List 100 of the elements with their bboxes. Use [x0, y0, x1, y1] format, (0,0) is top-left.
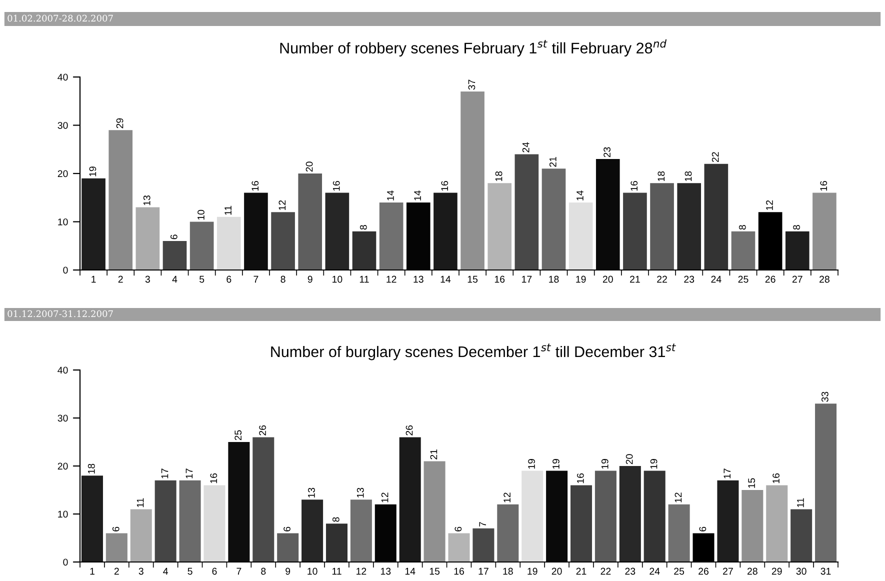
bar [514, 154, 539, 270]
data-label: 11 [797, 498, 804, 508]
x-tick-label: 31 [820, 568, 831, 575]
bar [766, 485, 788, 562]
data-label: 8 [793, 225, 800, 230]
x-tick-label: 7 [236, 568, 242, 575]
bar [244, 192, 268, 270]
x-tick-label: 21 [630, 276, 640, 283]
x-tick-label: 12 [386, 276, 396, 283]
x-tick-label: 2 [118, 276, 123, 283]
data-label: 19 [601, 459, 608, 469]
bar [623, 192, 647, 270]
x-tick-label: 2 [114, 568, 119, 575]
x-tick-label: 20 [552, 568, 562, 575]
x-tick-label: 8 [280, 276, 286, 283]
bar [379, 202, 404, 270]
y-tick-label: 10 [58, 510, 68, 518]
data-label: 18 [658, 171, 665, 182]
data-label: 6 [170, 234, 178, 240]
x-tick-label: 22 [600, 568, 611, 575]
data-label: 10 [198, 210, 204, 220]
x-tick-label: 24 [711, 276, 722, 283]
data-label: 12 [766, 200, 773, 210]
bar [179, 480, 201, 562]
bar [790, 509, 812, 562]
x-tick-label: 30 [796, 568, 806, 575]
y-tick-label: 0 [63, 266, 68, 274]
data-label: 16 [820, 181, 828, 191]
data-label: 19 [528, 459, 535, 469]
x-tick-label: 10 [332, 276, 342, 283]
bar [731, 231, 756, 270]
x-tick-label: 11 [332, 568, 342, 575]
data-label: 14 [414, 190, 421, 200]
data-label: 16 [210, 473, 218, 484]
x-tick-label: 26 [698, 568, 708, 575]
data-label: 13 [308, 488, 315, 498]
data-label: 13 [143, 196, 150, 206]
x-tick-label: 11 [360, 276, 369, 283]
bar [542, 168, 566, 270]
bar [812, 192, 836, 270]
bar [81, 476, 103, 562]
x-tick-label: 23 [625, 568, 636, 575]
bar [815, 404, 837, 562]
data-label: 26 [406, 425, 413, 436]
data-label: 8 [738, 225, 746, 230]
bar [399, 437, 421, 562]
x-tick-label: 28 [820, 276, 830, 283]
data-label: 16 [252, 181, 259, 191]
y-tick-label: 30 [58, 414, 68, 422]
x-tick-label: 3 [145, 276, 150, 283]
data-label: 7 [479, 522, 486, 527]
bar [704, 164, 728, 270]
x-tick-label: 15 [430, 568, 440, 575]
data-label: 25 [234, 430, 242, 440]
bar [325, 192, 350, 270]
bar [497, 504, 519, 562]
data-label: 19 [89, 166, 96, 176]
x-tick-label: 10 [308, 568, 318, 575]
data-label: 17 [724, 468, 730, 478]
bar [228, 442, 250, 562]
x-tick-label: 14 [440, 276, 451, 283]
x-tick-label: 9 [308, 276, 312, 283]
y-tick-label: 0 [63, 558, 68, 566]
bar [570, 485, 592, 562]
data-label: 15 [748, 478, 756, 488]
bar [277, 533, 299, 562]
x-tick-label: 1 [90, 568, 94, 575]
data-label: 12 [674, 492, 682, 502]
bar [154, 480, 176, 562]
data-label: 16 [332, 181, 340, 191]
x-tick-label: 13 [380, 568, 391, 575]
bar [568, 202, 593, 270]
data-label: 6 [284, 526, 290, 532]
y-tick-label: 10 [58, 218, 68, 226]
data-label: 20 [626, 454, 633, 464]
bar [252, 437, 274, 562]
x-tick-label: 25 [674, 568, 684, 575]
data-label: 20 [306, 162, 313, 172]
data-label: 12 [278, 200, 286, 210]
data-label: 14 [387, 190, 394, 200]
data-label: 12 [381, 492, 388, 502]
bar [82, 178, 106, 270]
bar [488, 183, 512, 270]
bar [472, 528, 494, 562]
bar [204, 485, 226, 562]
data-label: 18 [495, 171, 502, 182]
bar [216, 216, 241, 270]
data-label: 11 [136, 498, 144, 508]
data-label: 26 [259, 425, 266, 436]
x-tick-label: 5 [188, 568, 192, 575]
x-tick-label: 14 [405, 568, 416, 575]
bar [108, 130, 133, 270]
x-tick-label: 12 [356, 568, 366, 575]
data-label: 6 [454, 526, 462, 532]
data-label: 22 [712, 152, 719, 162]
x-tick-label: 5 [200, 276, 204, 283]
x-tick-label: 25 [738, 276, 748, 283]
data-label: 17 [161, 468, 168, 478]
text: 01.02.2007-28.02.2007 [8, 14, 113, 22]
data-label: 29 [116, 118, 124, 128]
